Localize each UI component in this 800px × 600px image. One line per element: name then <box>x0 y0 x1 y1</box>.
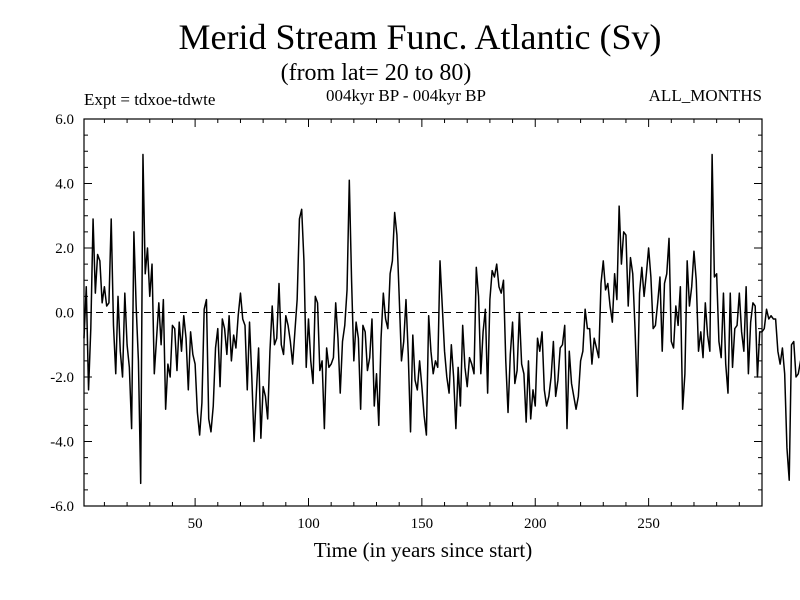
x-tick-label: 200 <box>524 516 547 532</box>
x-tick-label: 150 <box>411 516 434 532</box>
x-axis-label: Time (in years since start) <box>313 538 533 562</box>
chart-title: Merid Stream Func. Atlantic (Sv) <box>178 17 662 57</box>
series-line-0 <box>83 153 800 485</box>
y-tick-label: 0.0 <box>55 306 74 322</box>
chart-subtitle: (from lat= 20 to 80) <box>280 60 472 86</box>
y-tick-label: 6.0 <box>55 112 74 128</box>
months-label: ALL_MONTHS <box>648 86 762 105</box>
x-tick-label: 250 <box>637 516 660 532</box>
experiment-label: Expt = tdxoe-tdwte <box>84 90 216 109</box>
y-tick-label: -4.0 <box>50 435 74 451</box>
y-tick-label: 4.0 <box>55 177 74 193</box>
plot-frame <box>83 118 763 507</box>
x-tick-label: 100 <box>297 516 320 532</box>
x-tick-label: 50 <box>188 516 203 532</box>
period-label: 004kyr BP - 004kyr BP <box>326 86 486 105</box>
y-tick-label: 2.0 <box>55 241 74 257</box>
y-tick-label: -2.0 <box>50 370 74 386</box>
y-tick-label: -6.0 <box>50 499 74 515</box>
